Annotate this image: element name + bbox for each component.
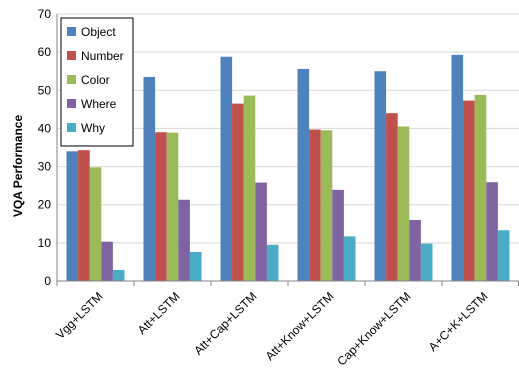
bar-color	[397, 126, 410, 282]
bar-where	[409, 219, 421, 281]
legend-label: Where	[81, 97, 117, 111]
axes	[56, 14, 519, 286]
y-tick-label: 10	[38, 236, 52, 250]
bar-number	[309, 129, 321, 281]
bar-object	[451, 54, 464, 281]
y-tick-labels: 0 10 20 30 40 50 60 70	[38, 7, 52, 288]
y-tick-label: 70	[38, 7, 52, 21]
bar-object	[220, 56, 233, 281]
bar-color	[320, 130, 333, 281]
legend: Object Number Color Where Why	[60, 17, 134, 147]
legend-swatch	[67, 27, 76, 36]
bar-why	[112, 269, 125, 281]
bar-where	[178, 199, 190, 281]
legend-label: Object	[81, 25, 116, 39]
legend-swatch	[67, 99, 76, 108]
bar-number	[386, 113, 398, 282]
bar-number	[155, 132, 167, 281]
x-tick-label: Att+Know+LSTM	[263, 289, 337, 363]
legend-label: Color	[81, 73, 110, 87]
bar-why	[266, 244, 279, 281]
bars	[66, 54, 510, 282]
y-tick-label: 0	[44, 274, 51, 288]
x-tick-label: Att+Cap+LSTM	[191, 289, 259, 357]
y-tick-label: 20	[38, 198, 52, 212]
bar-where	[486, 182, 498, 281]
bar-why	[420, 243, 433, 281]
y-tick-label: 60	[38, 45, 52, 59]
bar-color	[89, 167, 102, 281]
bar-object	[297, 68, 310, 281]
bar-number	[78, 150, 90, 281]
y-tick-label: 50	[38, 83, 52, 97]
bar-where	[332, 189, 344, 281]
bar-object	[66, 151, 79, 281]
bar-object	[143, 76, 156, 281]
bar-why	[497, 230, 510, 281]
bar-object	[374, 71, 387, 281]
bar-where	[255, 182, 267, 281]
legend-swatch	[67, 51, 76, 60]
bar-color	[166, 132, 179, 281]
legend-swatch	[67, 123, 76, 132]
bar-number	[232, 103, 244, 281]
x-tick-label: Att+LSTM	[135, 289, 183, 337]
y-tick-label: 30	[38, 160, 52, 174]
legend-label: Why	[81, 121, 105, 135]
y-tick-label: 40	[38, 121, 52, 135]
gridlines	[57, 13, 519, 244]
x-tick-label: Cap+Know+LSTM	[334, 289, 413, 368]
bar-where	[101, 241, 113, 281]
x-tick-labels: Vgg+LSTM Att+LSTM Att+Cap+LSTM Att+Know+LST…	[53, 289, 491, 368]
y-axis-title: VQA Performance	[11, 115, 25, 218]
x-tick-label: A+C+K+LSTM	[426, 289, 491, 354]
bar-why	[189, 252, 202, 281]
bar-why	[343, 236, 356, 281]
legend-label: Number	[81, 49, 124, 63]
x-tick-label: Vgg+LSTM	[53, 289, 106, 342]
bar-color	[474, 94, 487, 281]
legend-swatch	[67, 75, 76, 84]
bar-color	[243, 95, 256, 281]
bar-number	[463, 100, 475, 281]
